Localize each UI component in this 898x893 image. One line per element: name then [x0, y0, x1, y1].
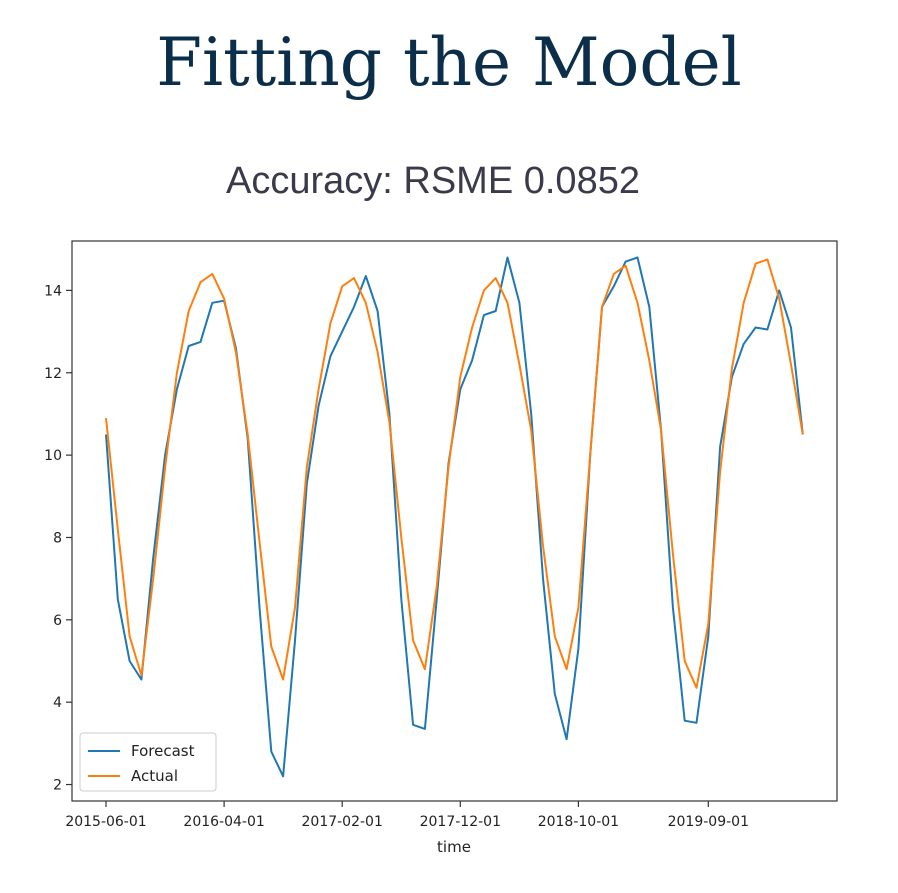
- x-tick-label: 2018-10-01: [538, 814, 619, 830]
- accuracy-subtitle: Accuracy: RSME 0.0852: [226, 160, 640, 202]
- y-tick-label: 4: [53, 695, 62, 711]
- y-tick-label: 6: [53, 613, 62, 629]
- page-title: Fitting the Model: [156, 24, 742, 101]
- y-tick-label: 14: [44, 283, 62, 299]
- y-tick-label: 10: [44, 448, 62, 464]
- legend-label-actual: Actual: [131, 767, 178, 785]
- x-tick-label: 2017-02-01: [302, 814, 383, 830]
- y-tick-label: 8: [53, 530, 62, 546]
- x-tick-label: 2019-09-01: [668, 814, 749, 830]
- legend: Forecast Actual: [79, 732, 217, 792]
- y-tick-label: 2: [53, 778, 62, 794]
- y-axis: 2 4 6 8 10 12 14: [44, 283, 72, 794]
- series-line-forecast: [105, 256, 804, 778]
- plot-area: [105, 256, 804, 778]
- x-tick-label: 2016-04-01: [183, 814, 264, 830]
- x-axis-label: time: [437, 838, 471, 856]
- x-tick-label: 2015-06-01: [65, 814, 146, 830]
- x-axis: 2015-06-01 2016-04-01 2017-02-01 2017-12-01…: [65, 801, 749, 830]
- legend-label-forecast: Forecast: [131, 742, 195, 760]
- plot-frame: [71, 240, 838, 802]
- x-tick-label: 2017-12-01: [420, 814, 501, 830]
- series-line-actual: [105, 258, 804, 689]
- y-tick-label: 12: [44, 366, 62, 382]
